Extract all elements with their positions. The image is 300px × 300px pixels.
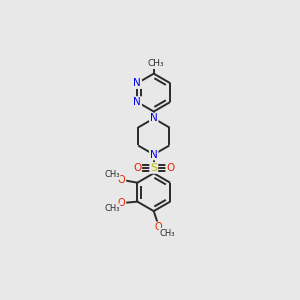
Text: CH₃: CH₃ [104,170,120,179]
Text: CH₃: CH₃ [104,204,120,213]
Text: N: N [134,78,141,88]
Text: N: N [150,149,158,160]
Text: O: O [166,163,175,173]
Text: O: O [133,163,141,173]
Text: N: N [150,113,158,124]
Text: O: O [154,222,162,232]
Text: CH₃: CH₃ [159,229,175,238]
Text: O: O [118,176,125,185]
Text: N: N [134,97,141,107]
Text: CH₃: CH₃ [148,59,164,68]
Text: O: O [118,198,125,208]
Text: S: S [150,163,157,173]
